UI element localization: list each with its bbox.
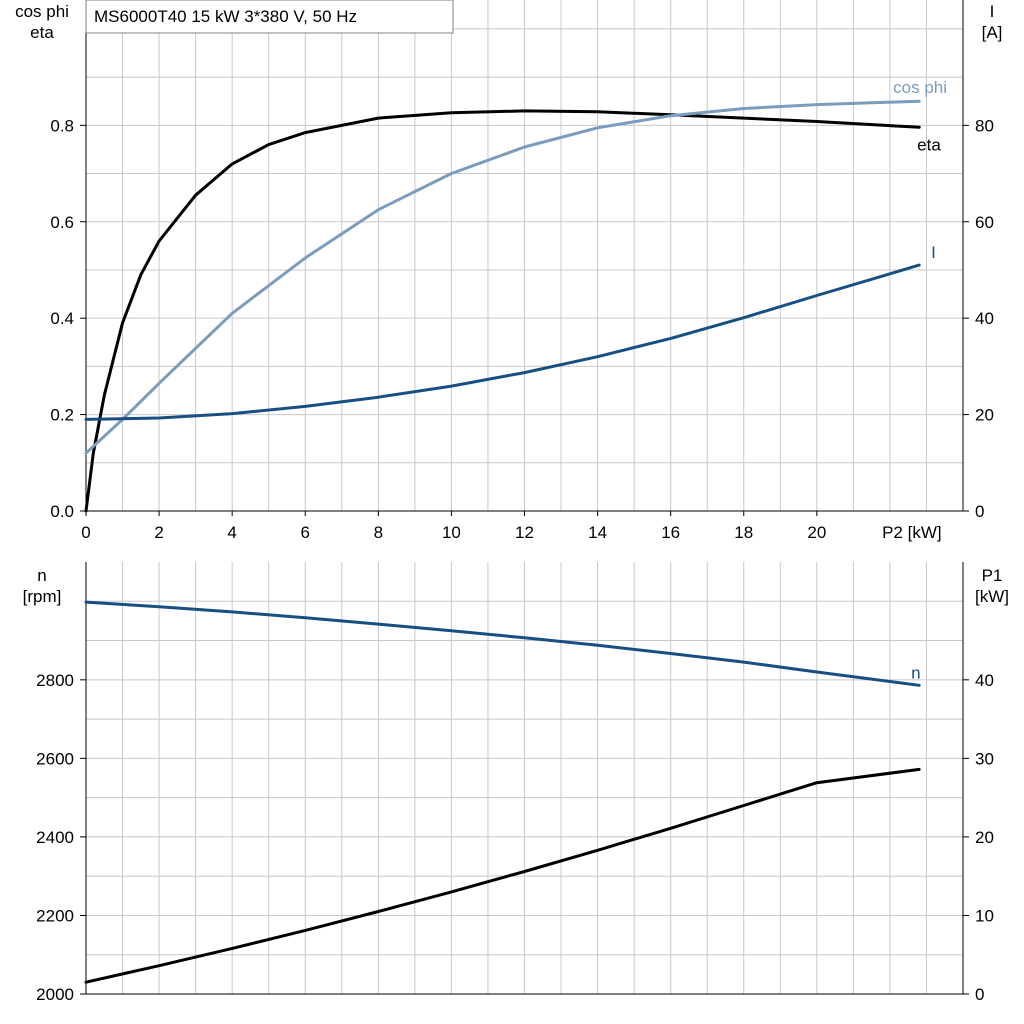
left-axis-unit: [rpm]: [23, 587, 62, 606]
right-axis-title: I: [990, 2, 995, 21]
series-label-i: I: [931, 243, 936, 262]
right-tick-label: 80: [975, 116, 994, 135]
left-axis-title: n: [37, 566, 46, 585]
left-axis-title: cos phi: [15, 2, 69, 21]
right-tick-label: 20: [975, 828, 994, 847]
left-tick-label: 0.6: [50, 213, 74, 232]
right-tick-label: 40: [975, 671, 994, 690]
x-tick-label: 0: [81, 523, 90, 542]
left-tick-label: 0.8: [50, 116, 74, 135]
series-line-n: [84, 600, 921, 687]
left-tick-label: 2200: [36, 906, 74, 925]
right-tick-label: 0: [975, 502, 984, 521]
x-tick-label: 6: [301, 523, 310, 542]
series-label-cos-phi: cos phi: [893, 78, 947, 97]
right-tick-label: 60: [975, 213, 994, 232]
top-panel: 0.0 0.2 0.4 0.6 0.8 0 20 40 60 80 cos phi eta I [A] 0 2…: [15, 0, 1002, 542]
right-axis-title: P1: [982, 566, 1003, 585]
right-tick-label: 10: [975, 906, 994, 925]
x-tick-label: 10: [442, 523, 461, 542]
right-axis-unit: [kW]: [975, 587, 1009, 606]
series-line-i: [84, 263, 921, 421]
x-tick-label: 4: [227, 523, 236, 542]
x-axis-title: P2 [kW]: [882, 523, 942, 542]
x-tick-label: 20: [807, 523, 826, 542]
title-box: [85, 0, 454, 34]
left-tick-label: 0.4: [50, 309, 74, 328]
series-label-eta: eta: [917, 135, 941, 154]
left-tick-label: 2600: [36, 749, 74, 768]
x-tick-label: 14: [588, 523, 607, 542]
left-tick-label: 2000: [36, 985, 74, 1004]
series-line-p1: [84, 767, 921, 984]
bottom-panel: 2000 2200 2400 2600 2800 0 10 20 30 40 n [rpm] P1 [kW…: [23, 562, 1009, 1004]
right-tick-label: 30: [975, 749, 994, 768]
left-tick-label: 2400: [36, 828, 74, 847]
left-axis-unit: eta: [30, 23, 54, 42]
right-tick-label: 0: [975, 985, 984, 1004]
series-line-eta: [84, 109, 921, 513]
chart-title: MS6000T40 15 kW 3*380 V, 50 Hz: [94, 7, 357, 26]
left-tick-label: 0.0: [50, 502, 74, 521]
x-tick-label: 16: [661, 523, 680, 542]
x-tick-label: 18: [734, 523, 753, 542]
x-tick-label: 2: [154, 523, 163, 542]
right-tick-label: 20: [975, 406, 994, 425]
series-label-n: n: [911, 663, 920, 682]
series-line-cos-phi: [84, 99, 921, 455]
left-tick-label: 0.2: [50, 406, 74, 425]
x-tick-label: 12: [515, 523, 534, 542]
left-tick-label: 2800: [36, 671, 74, 690]
right-tick-label: 40: [975, 309, 994, 328]
right-axis-unit: [A]: [982, 23, 1003, 42]
x-tick-label: 8: [374, 523, 383, 542]
